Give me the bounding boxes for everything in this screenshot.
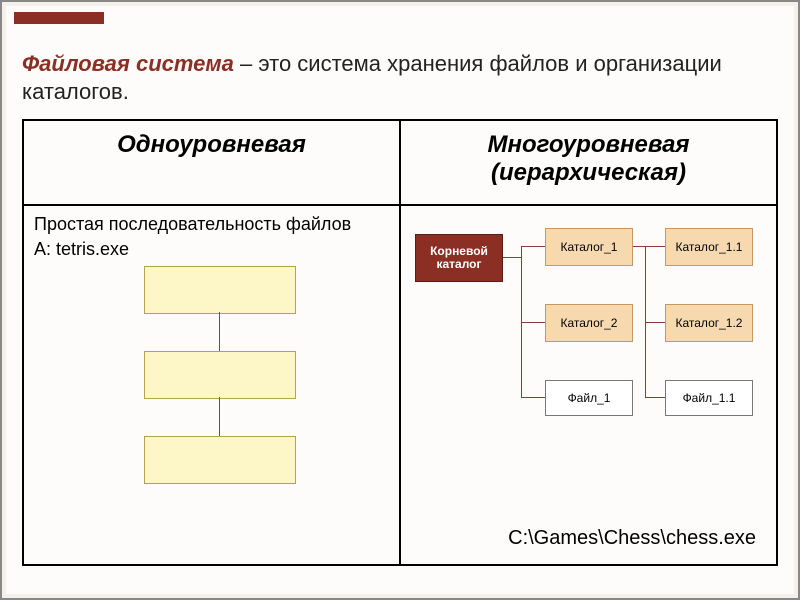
flat-box (144, 266, 296, 314)
path-example: C:\Games\Chess\chess.exe (508, 527, 756, 550)
header-single-level: Одноуровневая (23, 120, 400, 205)
tree-connector (521, 397, 545, 398)
tree-diagram: Корневой каталог Каталог_1 Каталог_2 Катало… (411, 214, 766, 494)
cell-multi-level: Корневой каталог Каталог_1 Каталог_2 Катало… (400, 205, 777, 565)
tree-connector (645, 246, 665, 247)
accent-bar (14, 12, 104, 24)
flat-diagram (34, 266, 389, 516)
single-level-desc: Простая последовательность файлов (34, 214, 389, 235)
slide-frame: Файловая система – это система хранения … (0, 0, 800, 600)
catalog-node: Каталог_2 (545, 304, 633, 342)
flat-connector (219, 397, 220, 436)
cell-single-level: Простая последовательность файлов A: tet… (23, 205, 400, 565)
heading-term: Файловая система (22, 51, 234, 76)
tree-connector (521, 246, 545, 247)
slide-content: Файловая система – это система хранения … (22, 50, 778, 578)
flat-connector (219, 312, 220, 351)
single-level-example: A: tetris.exe (34, 239, 389, 260)
flat-box (144, 436, 296, 484)
catalog-node: Каталог_1.1 (665, 228, 753, 266)
file-node: Файл_1.1 (665, 380, 753, 416)
file-node: Файл_1 (545, 380, 633, 416)
header-multi-line2: (иерархическая) (491, 159, 686, 186)
tree-connector (521, 322, 545, 323)
root-node: Корневой каталог (415, 234, 503, 282)
header-multi-line1: Многоуровневая (487, 131, 689, 158)
tree-connector (631, 246, 645, 247)
catalog-node: Каталог_1 (545, 228, 633, 266)
tree-connector (501, 257, 521, 258)
heading: Файловая система – это система хранения … (22, 50, 778, 105)
tree-connector (645, 322, 665, 323)
flat-box (144, 351, 296, 399)
filesystem-table: Одноуровневая Многоуровневая (иерархичес… (22, 119, 778, 566)
header-multi-level: Многоуровневая (иерархическая) (400, 120, 777, 205)
tree-connector (645, 397, 665, 398)
catalog-node: Каталог_1.2 (665, 304, 753, 342)
